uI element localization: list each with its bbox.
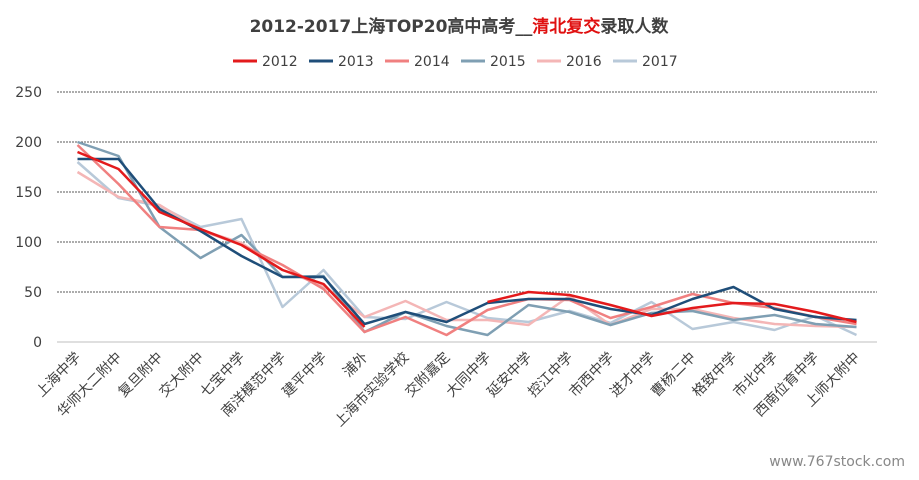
- y-tick-label: 150: [15, 185, 42, 201]
- chart-title-part: 清北复交: [532, 16, 600, 37]
- y-tick-label: 250: [15, 85, 42, 101]
- series-line-2015: [77, 140, 857, 337]
- x-tick-label: 曹杨二中: [648, 350, 699, 401]
- chart-title-part: 2012-2017上海TOP20高中高考__: [250, 16, 533, 37]
- watermark: www.767stock.com: [769, 454, 905, 470]
- x-tick-label: 浦外: [340, 350, 371, 381]
- chart-legend: 2012 2013 2014 2015 2016 2017: [233, 54, 678, 70]
- x-tick-label: 复旦附中: [115, 349, 167, 401]
- series-line-2014: [76, 144, 857, 337]
- series-lines: [76, 140, 858, 337]
- series-line-2017: [76, 161, 858, 337]
- legend-label: 2015: [490, 54, 526, 70]
- x-tick-label: 控江中学: [525, 350, 576, 401]
- x-tick-label: 建平中学: [279, 350, 330, 401]
- legend-item-2017: 2017: [613, 54, 678, 70]
- legend-item-2012: 2012: [233, 54, 298, 70]
- legend-label: 2014: [414, 54, 450, 70]
- legend-label: 2012: [262, 54, 298, 70]
- legend-item-2016: 2016: [537, 54, 602, 70]
- y-tick-label: 50: [24, 285, 42, 301]
- chart-grid: [57, 91, 877, 343]
- y-tick-label: 100: [15, 235, 42, 251]
- y-tick-label: 200: [15, 135, 42, 151]
- y-axis-ticks: 0 50 100 150 200 250: [15, 85, 42, 351]
- legend-item-2015: 2015: [461, 54, 526, 70]
- x-tick-label: 市西中学: [566, 349, 618, 401]
- x-tick-label: 大同中学: [443, 350, 494, 401]
- x-tick-label: 上海市实验学校: [331, 349, 412, 430]
- series-line-2012: [77, 150, 857, 328]
- x-tick-label: 格致中学: [689, 350, 740, 401]
- chart-title: 2012-2017上海TOP20高中高考__清北复交录取人数: [250, 16, 670, 37]
- x-tick-label: 交附嘉定: [402, 349, 454, 401]
- legend-label: 2013: [338, 54, 374, 70]
- x-tick-label: 进才中学: [607, 350, 658, 401]
- x-tick-label: 交大附中: [156, 349, 208, 401]
- legend-item-2014: 2014: [385, 54, 450, 70]
- legend-label: 2016: [566, 54, 602, 70]
- legend-item-2013: 2013: [309, 54, 374, 70]
- series-line-2013: [77, 157, 857, 326]
- y-tick-label: 0: [33, 335, 42, 351]
- chart-title-part: 录取人数: [600, 16, 669, 37]
- legend-label: 2017: [642, 54, 678, 70]
- x-tick-label: 延安中学: [484, 350, 535, 401]
